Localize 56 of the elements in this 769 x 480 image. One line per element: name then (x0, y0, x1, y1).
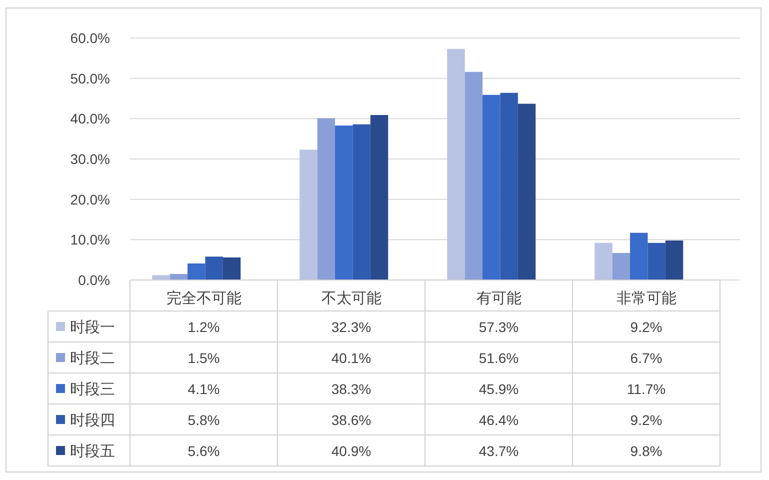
data-label: 1.2% (188, 319, 220, 335)
bar (464, 72, 483, 280)
data-label: 32.3% (331, 319, 372, 335)
y-tick-label: 60.0% (70, 30, 110, 46)
bar (205, 256, 223, 280)
data-label: 4.1% (188, 381, 220, 397)
y-tick-label: 50.0% (70, 70, 110, 86)
bar (152, 275, 170, 280)
bar (482, 94, 500, 280)
y-tick-label: 0.0% (78, 272, 110, 288)
data-label: 57.3% (478, 319, 519, 335)
data-label: 45.9% (478, 381, 519, 397)
x-tick-label: 完全不可能 (166, 290, 242, 307)
data-label: 9.8% (630, 443, 662, 459)
bar (648, 242, 666, 280)
bar (594, 242, 612, 280)
bar (352, 124, 370, 280)
data-label: 9.2% (630, 412, 662, 428)
legend-label: 时段二 (70, 350, 115, 367)
bar (317, 118, 336, 280)
data-label: 5.8% (188, 412, 220, 428)
data-label: 46.4% (478, 412, 519, 428)
x-tick-label: 不太可能 (321, 290, 382, 307)
data-label: 43.7% (478, 443, 519, 459)
bar (665, 240, 684, 280)
legend-label: 时段四 (70, 412, 115, 429)
data-label: 1.5% (188, 350, 220, 366)
legend-label: 时段三 (70, 381, 115, 398)
y-tick-label: 30.0% (70, 151, 110, 167)
y-tick-label: 20.0% (70, 191, 110, 208)
data-label: 40.1% (331, 350, 372, 366)
y-tick-label: 10.0% (70, 232, 110, 248)
legend-label: 时段一 (70, 319, 115, 336)
data-label: 5.6% (188, 443, 220, 459)
data-label: 51.6% (478, 350, 519, 366)
data-label: 6.7% (630, 350, 662, 366)
bar (500, 92, 518, 280)
bar (518, 104, 536, 280)
data-label: 11.7% (626, 381, 666, 397)
bar (335, 126, 353, 280)
bar (222, 257, 241, 280)
x-tick-label: 有可能 (476, 290, 522, 307)
data-label: 9.2% (630, 319, 662, 335)
x-tick-label: 非常可能 (616, 290, 676, 307)
data-label: 40.9% (331, 443, 372, 459)
bar (300, 150, 318, 280)
legend-label: 时段五 (70, 443, 115, 460)
y-tick-label: 40.0% (70, 110, 110, 127)
bar (370, 115, 388, 280)
bar (447, 48, 465, 280)
bar (612, 252, 630, 280)
data-label: 38.3% (331, 381, 372, 397)
bar (188, 263, 206, 280)
data-label: 38.6% (331, 412, 372, 428)
bar (630, 232, 648, 280)
bar (170, 274, 188, 280)
